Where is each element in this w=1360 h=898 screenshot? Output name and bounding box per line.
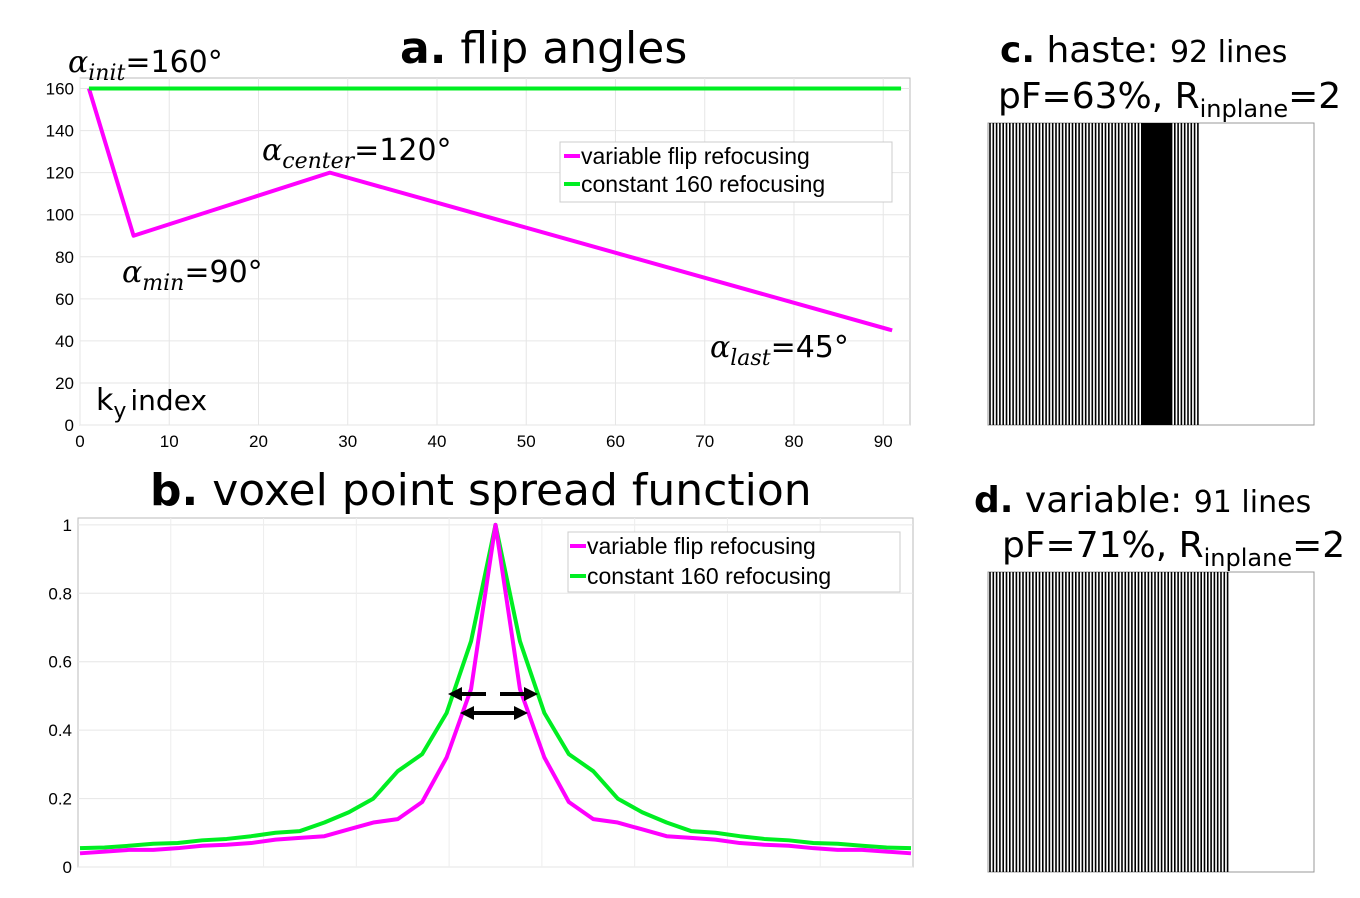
series-b-variable-line bbox=[79, 522, 912, 856]
panel-a-plot-area bbox=[79, 77, 911, 426]
alpha-last-annotation: αlast=45° bbox=[710, 330, 849, 371]
ytick-b: 0.6 bbox=[48, 653, 72, 672]
xtick-a: 10 bbox=[160, 432, 179, 451]
legend-b-constant-label: constant 160 refocusing bbox=[587, 563, 831, 589]
panel-b-ticks: 0 0.2 0.4 0.6 0.8 1 bbox=[48, 516, 72, 877]
fwhm-arrowhead-constant-left bbox=[448, 687, 462, 701]
ytick-b: 0.8 bbox=[48, 584, 72, 603]
legend-b-variable-label: variable flip refocusing bbox=[587, 533, 816, 559]
panel-b-legend: variable flip refocusing constant 160 re… bbox=[567, 531, 901, 593]
xtick-a: 60 bbox=[606, 432, 625, 451]
xtick-a: 50 bbox=[517, 432, 536, 451]
xtick-a: 0 bbox=[75, 432, 84, 451]
panel-c-title-line1: c. haste: 92 lines bbox=[1000, 30, 1287, 71]
fwhm-arrows bbox=[448, 687, 538, 720]
panel-a-title: a. flip angles bbox=[400, 23, 687, 74]
ytick-b: 0.2 bbox=[48, 790, 72, 809]
kspace-dense-center bbox=[1141, 123, 1173, 425]
panel-a-lines bbox=[87, 86, 902, 333]
ytick-a: 120 bbox=[46, 164, 74, 183]
fwhm-arrowhead-variable-left bbox=[460, 706, 474, 720]
ytick-a: 80 bbox=[55, 248, 74, 267]
xtick-a: 20 bbox=[249, 432, 268, 451]
legend-a-variable-label: variable flip refocusing bbox=[581, 143, 810, 169]
ytick-b: 0 bbox=[63, 858, 72, 877]
ytick-a: 160 bbox=[46, 80, 74, 99]
panel-d-kspace-lines bbox=[989, 572, 1229, 872]
panel-b-legend-box bbox=[567, 531, 901, 593]
xtick-a: 30 bbox=[338, 432, 357, 451]
panel-d-title-line1: d. variable: 91 lines bbox=[974, 480, 1311, 521]
panel-c-kspace-lines bbox=[989, 123, 1199, 425]
panel-a-legend-box bbox=[559, 141, 893, 203]
panel-b-title: b. voxel point spread function bbox=[150, 465, 812, 516]
ytick-a: 140 bbox=[46, 122, 74, 141]
alpha-min-annotation: αmin=90° bbox=[122, 255, 263, 296]
ytick-a: 20 bbox=[55, 374, 74, 393]
xtick-a: 70 bbox=[695, 432, 714, 451]
panel-a-legend: variable flip refocusing constant 160 re… bbox=[559, 141, 893, 203]
panel-d-title-line2: pF=71%, Rinplane=2 bbox=[1002, 525, 1345, 572]
alpha-init-annotation: αinit=160° bbox=[68, 45, 223, 86]
panel-a-xlabel: ky index bbox=[96, 383, 207, 424]
flip-angle-chart: a. flip angles 0 20 40 60 80 100 120 140 160 0 10 2… bbox=[46, 23, 911, 451]
psf-chart: b. voxel point spread function 0 0.2 0.4 0.… bbox=[48, 465, 914, 877]
ytick-a: 40 bbox=[55, 332, 74, 351]
alpha-center-annotation: αcenter=120° bbox=[262, 133, 452, 174]
haste-sampling-panel: c. haste: 92 lines pF=63%, Rinplane=2 bbox=[987, 30, 1341, 426]
ytick-b: 1 bbox=[63, 516, 72, 535]
fwhm-arrowhead-constant-right bbox=[524, 687, 538, 701]
xtick-a: 40 bbox=[428, 432, 447, 451]
xtick-a: 80 bbox=[785, 432, 804, 451]
ytick-a: 60 bbox=[55, 290, 74, 309]
panel-b-lines bbox=[79, 522, 912, 856]
series-a-variable-line bbox=[87, 87, 893, 333]
panel-c-title-line2: pF=63%, Rinplane=2 bbox=[998, 76, 1341, 123]
ytick-a: 0 bbox=[65, 416, 74, 435]
xtick-a: 90 bbox=[874, 432, 893, 451]
fwhm-arrowhead-variable-right bbox=[514, 706, 528, 720]
ytick-b: 0.4 bbox=[48, 721, 72, 740]
panel-a-grid bbox=[79, 78, 910, 426]
variable-sampling-panel: d. variable: 91 lines pF=71%, Rinplane=2 bbox=[974, 480, 1345, 873]
legend-a-constant-label: constant 160 refocusing bbox=[581, 171, 825, 197]
ytick-a: 100 bbox=[46, 206, 74, 225]
panel-a-ticks: 0 20 40 60 80 100 120 140 160 0 10 20 30 40 50 60 70 80 90 bbox=[46, 80, 893, 451]
